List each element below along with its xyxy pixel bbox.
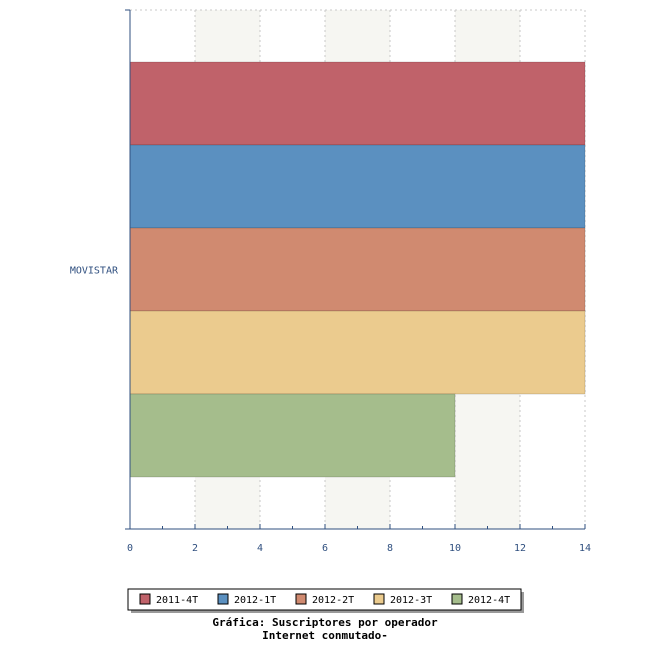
legend-label-2012-3T: 2012-3T — [390, 595, 432, 606]
legend: 2011-4T 2012-1T 2012-2T 2012-3T 2012-4T — [127, 588, 524, 613]
x-axis-ticks: 0 2 4 6 8 10 12 14 — [127, 524, 591, 554]
legend-swatch-2011-4T — [139, 593, 151, 605]
legend-swatch-2012-3T — [373, 593, 385, 605]
legend-swatch-2012-2T — [295, 593, 307, 605]
legend-label-2011-4T: 2011-4T — [156, 595, 198, 606]
legend-swatch-2012-4T — [451, 593, 463, 605]
x-tick-label: 2 — [192, 543, 198, 554]
chart-title: Gráfica: Suscriptores por operador — [212, 616, 438, 629]
chart-subtitle: Internet conmutado- — [262, 629, 388, 642]
bar-2011-4T — [129, 61, 586, 146]
bar-2012-4T — [129, 393, 456, 478]
chart-caption: Gráfica: Suscriptores por operador Inter… — [0, 616, 650, 642]
bar-2012-1T — [129, 144, 586, 229]
legend-label-2012-1T: 2012-1T — [234, 595, 276, 606]
bar-2012-2T — [129, 227, 586, 312]
x-tick-label: 8 — [387, 543, 393, 554]
legend-swatch-2012-1T — [217, 593, 229, 605]
category-label: MOVISTAR — [70, 266, 119, 277]
x-tick-label: 14 — [579, 543, 591, 554]
x-tick-label: 12 — [514, 543, 526, 554]
y-axis-categories: MOVISTAR — [70, 266, 119, 277]
legend-label-2012-2T: 2012-2T — [312, 595, 354, 606]
x-tick-label: 10 — [449, 543, 461, 554]
legend-label-2012-4T: 2012-4T — [468, 595, 510, 606]
x-tick-label: 6 — [322, 543, 328, 554]
x-tick-label: 4 — [257, 543, 263, 554]
bar-series-group — [129, 61, 586, 478]
x-tick-label: 0 — [127, 543, 133, 554]
bar-2012-3T — [129, 310, 586, 395]
